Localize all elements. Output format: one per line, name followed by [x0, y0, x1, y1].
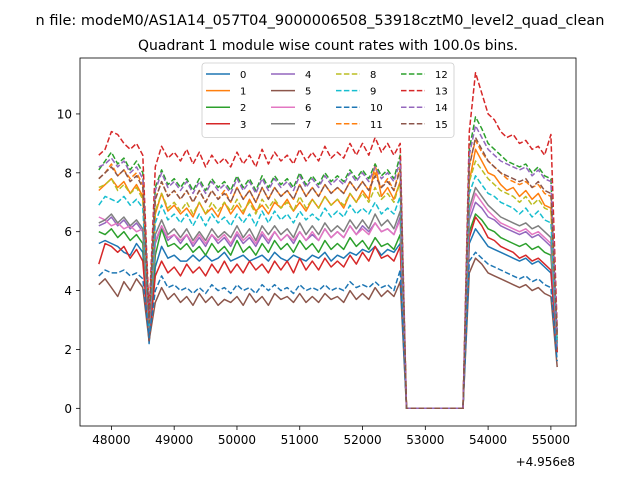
series-line-9 — [98, 175, 558, 410]
legend-label-15: 15 — [435, 120, 448, 131]
y-tick-label: 0 — [64, 402, 72, 416]
legend-label-13: 13 — [435, 87, 448, 98]
legend-label-11: 11 — [370, 120, 383, 131]
legend-label-4: 4 — [305, 70, 311, 81]
x-tick-label: 51000 — [281, 433, 319, 447]
x-axis: 48000 49000 50000 51000 52000 53000 54000 55000 — [92, 426, 570, 447]
x-tick-label: 50000 — [218, 433, 256, 447]
legend-label-2: 2 — [240, 103, 246, 114]
chart-title: Quadrant 1 module wise count rates with … — [138, 38, 518, 54]
series-line-7 — [98, 186, 558, 410]
series-line-10 — [98, 251, 558, 410]
legend-box — [201, 62, 455, 138]
x-tick-label: 52000 — [343, 433, 381, 447]
y-tick-label: 8 — [64, 166, 72, 180]
series-line-12 — [98, 116, 558, 410]
series-line-11 — [98, 139, 558, 410]
plot-area — [79, 57, 577, 427]
legend-label-8: 8 — [370, 70, 376, 81]
series-line-8 — [98, 160, 558, 410]
x-tick-label: 49000 — [155, 433, 193, 447]
y-axis: 0 2 4 6 8 10 — [57, 107, 80, 416]
figure-suptitle: n file: modeM0/AS1A14_057T04_9000006508_… — [36, 13, 605, 29]
y-tick-label: 10 — [57, 107, 72, 121]
y-tick-label: 2 — [64, 343, 72, 357]
series-line-15 — [98, 136, 558, 410]
legend-label-1: 1 — [240, 87, 246, 98]
series-line-2 — [98, 213, 558, 410]
legend-label-9: 9 — [370, 87, 376, 98]
y-tick-label: 6 — [64, 225, 72, 239]
legend-label-7: 7 — [305, 120, 311, 131]
series-line-6 — [98, 192, 558, 410]
x-tick-label: 55000 — [532, 433, 570, 447]
legend-label-12: 12 — [435, 70, 448, 81]
x-offset-label: +4.956e8 — [516, 455, 575, 469]
legend-label-6: 6 — [305, 103, 311, 114]
legend-label-0: 0 — [240, 70, 246, 81]
x-tick-label: 54000 — [469, 433, 507, 447]
plot-frame — [79, 57, 577, 427]
x-tick-label: 53000 — [406, 433, 444, 447]
series-line-13 — [98, 71, 558, 410]
series-line-5 — [98, 257, 558, 410]
legend-label-5: 5 — [305, 87, 311, 98]
legend-label-3: 3 — [240, 120, 246, 131]
series-line-0 — [98, 228, 558, 410]
y-tick-label: 4 — [64, 284, 72, 298]
legend-label-14: 14 — [435, 103, 448, 114]
x-tick-label: 48000 — [92, 433, 130, 447]
series-line-3 — [98, 216, 558, 410]
series-line-14 — [98, 124, 558, 410]
legend-label-10: 10 — [370, 103, 383, 114]
